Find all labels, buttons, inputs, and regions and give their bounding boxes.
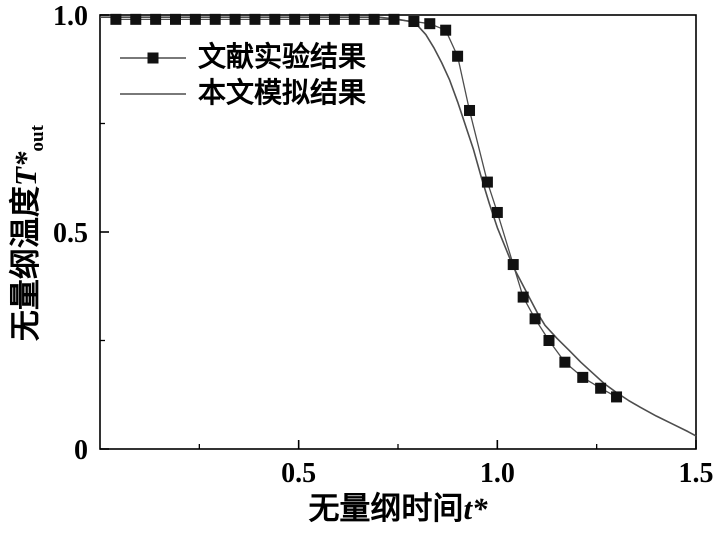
experimental-marker (289, 13, 301, 25)
experimental-marker (408, 16, 420, 28)
experimental-marker (368, 13, 380, 25)
experimental-marker (309, 13, 321, 25)
y-axis-title-symbol: T* (8, 151, 43, 187)
experimental-marker (529, 313, 541, 325)
experimental-marker (328, 13, 340, 25)
x-tick-label: 0.5 (281, 458, 316, 489)
y-tick-label: 0.5 (53, 218, 88, 249)
legend-label-experimental: 文献实验结果 (198, 41, 367, 73)
x-axis-title-symbol: t* (463, 491, 488, 526)
y-axis-title-subscript: out (27, 124, 49, 152)
y-axis-title-text: 无量纲温度 (8, 186, 43, 342)
experimental-marker (543, 335, 555, 346)
experimental-marker (517, 291, 529, 303)
experimental-marker (110, 13, 122, 25)
experimental-marker (348, 13, 360, 25)
experimental-marker (559, 356, 571, 368)
experimental-marker (229, 13, 241, 25)
experimental-marker (507, 259, 519, 271)
legend: 文献实验结果 本文模拟结果 (118, 40, 366, 111)
experimental-marker (169, 13, 181, 25)
x-axis-title: 无量纲时间t* (100, 491, 696, 527)
experimental-marker (388, 13, 400, 25)
experimental-marker (424, 18, 436, 30)
experimental-marker (577, 371, 589, 383)
legend-label-simulation: 本文模拟结果 (198, 77, 367, 109)
y-tick-label: 0 (74, 435, 88, 466)
legend-sample-line-icon (120, 92, 186, 95)
experimental-marker (440, 24, 452, 36)
experimental-marker (130, 13, 142, 25)
legend-entry-simulation: 本文模拟结果 (118, 76, 366, 111)
experimental-marker (249, 13, 261, 25)
x-tick-label: 1.0 (480, 458, 515, 489)
experimental-marker (209, 13, 221, 25)
experimental-marker (611, 391, 623, 403)
x-tick-label: 1.5 (679, 458, 714, 489)
experimental-marker (189, 13, 201, 25)
legend-entry-experimental: 文献实验结果 (118, 40, 366, 75)
experimental-marker (481, 176, 493, 188)
experimental-marker (452, 50, 464, 62)
experimental-marker (269, 13, 281, 25)
y-tick-label: 1.0 (53, 1, 88, 32)
y-axis-title: 无量纲温度T*out (8, 125, 49, 341)
experimental-marker (491, 206, 503, 218)
experimental-marker (595, 382, 607, 394)
experimental-marker (464, 104, 476, 116)
experimental-marker (150, 13, 162, 25)
x-axis-title-text: 无量纲时间 (308, 491, 464, 526)
legend-sample-square-marker-icon (120, 52, 186, 63)
